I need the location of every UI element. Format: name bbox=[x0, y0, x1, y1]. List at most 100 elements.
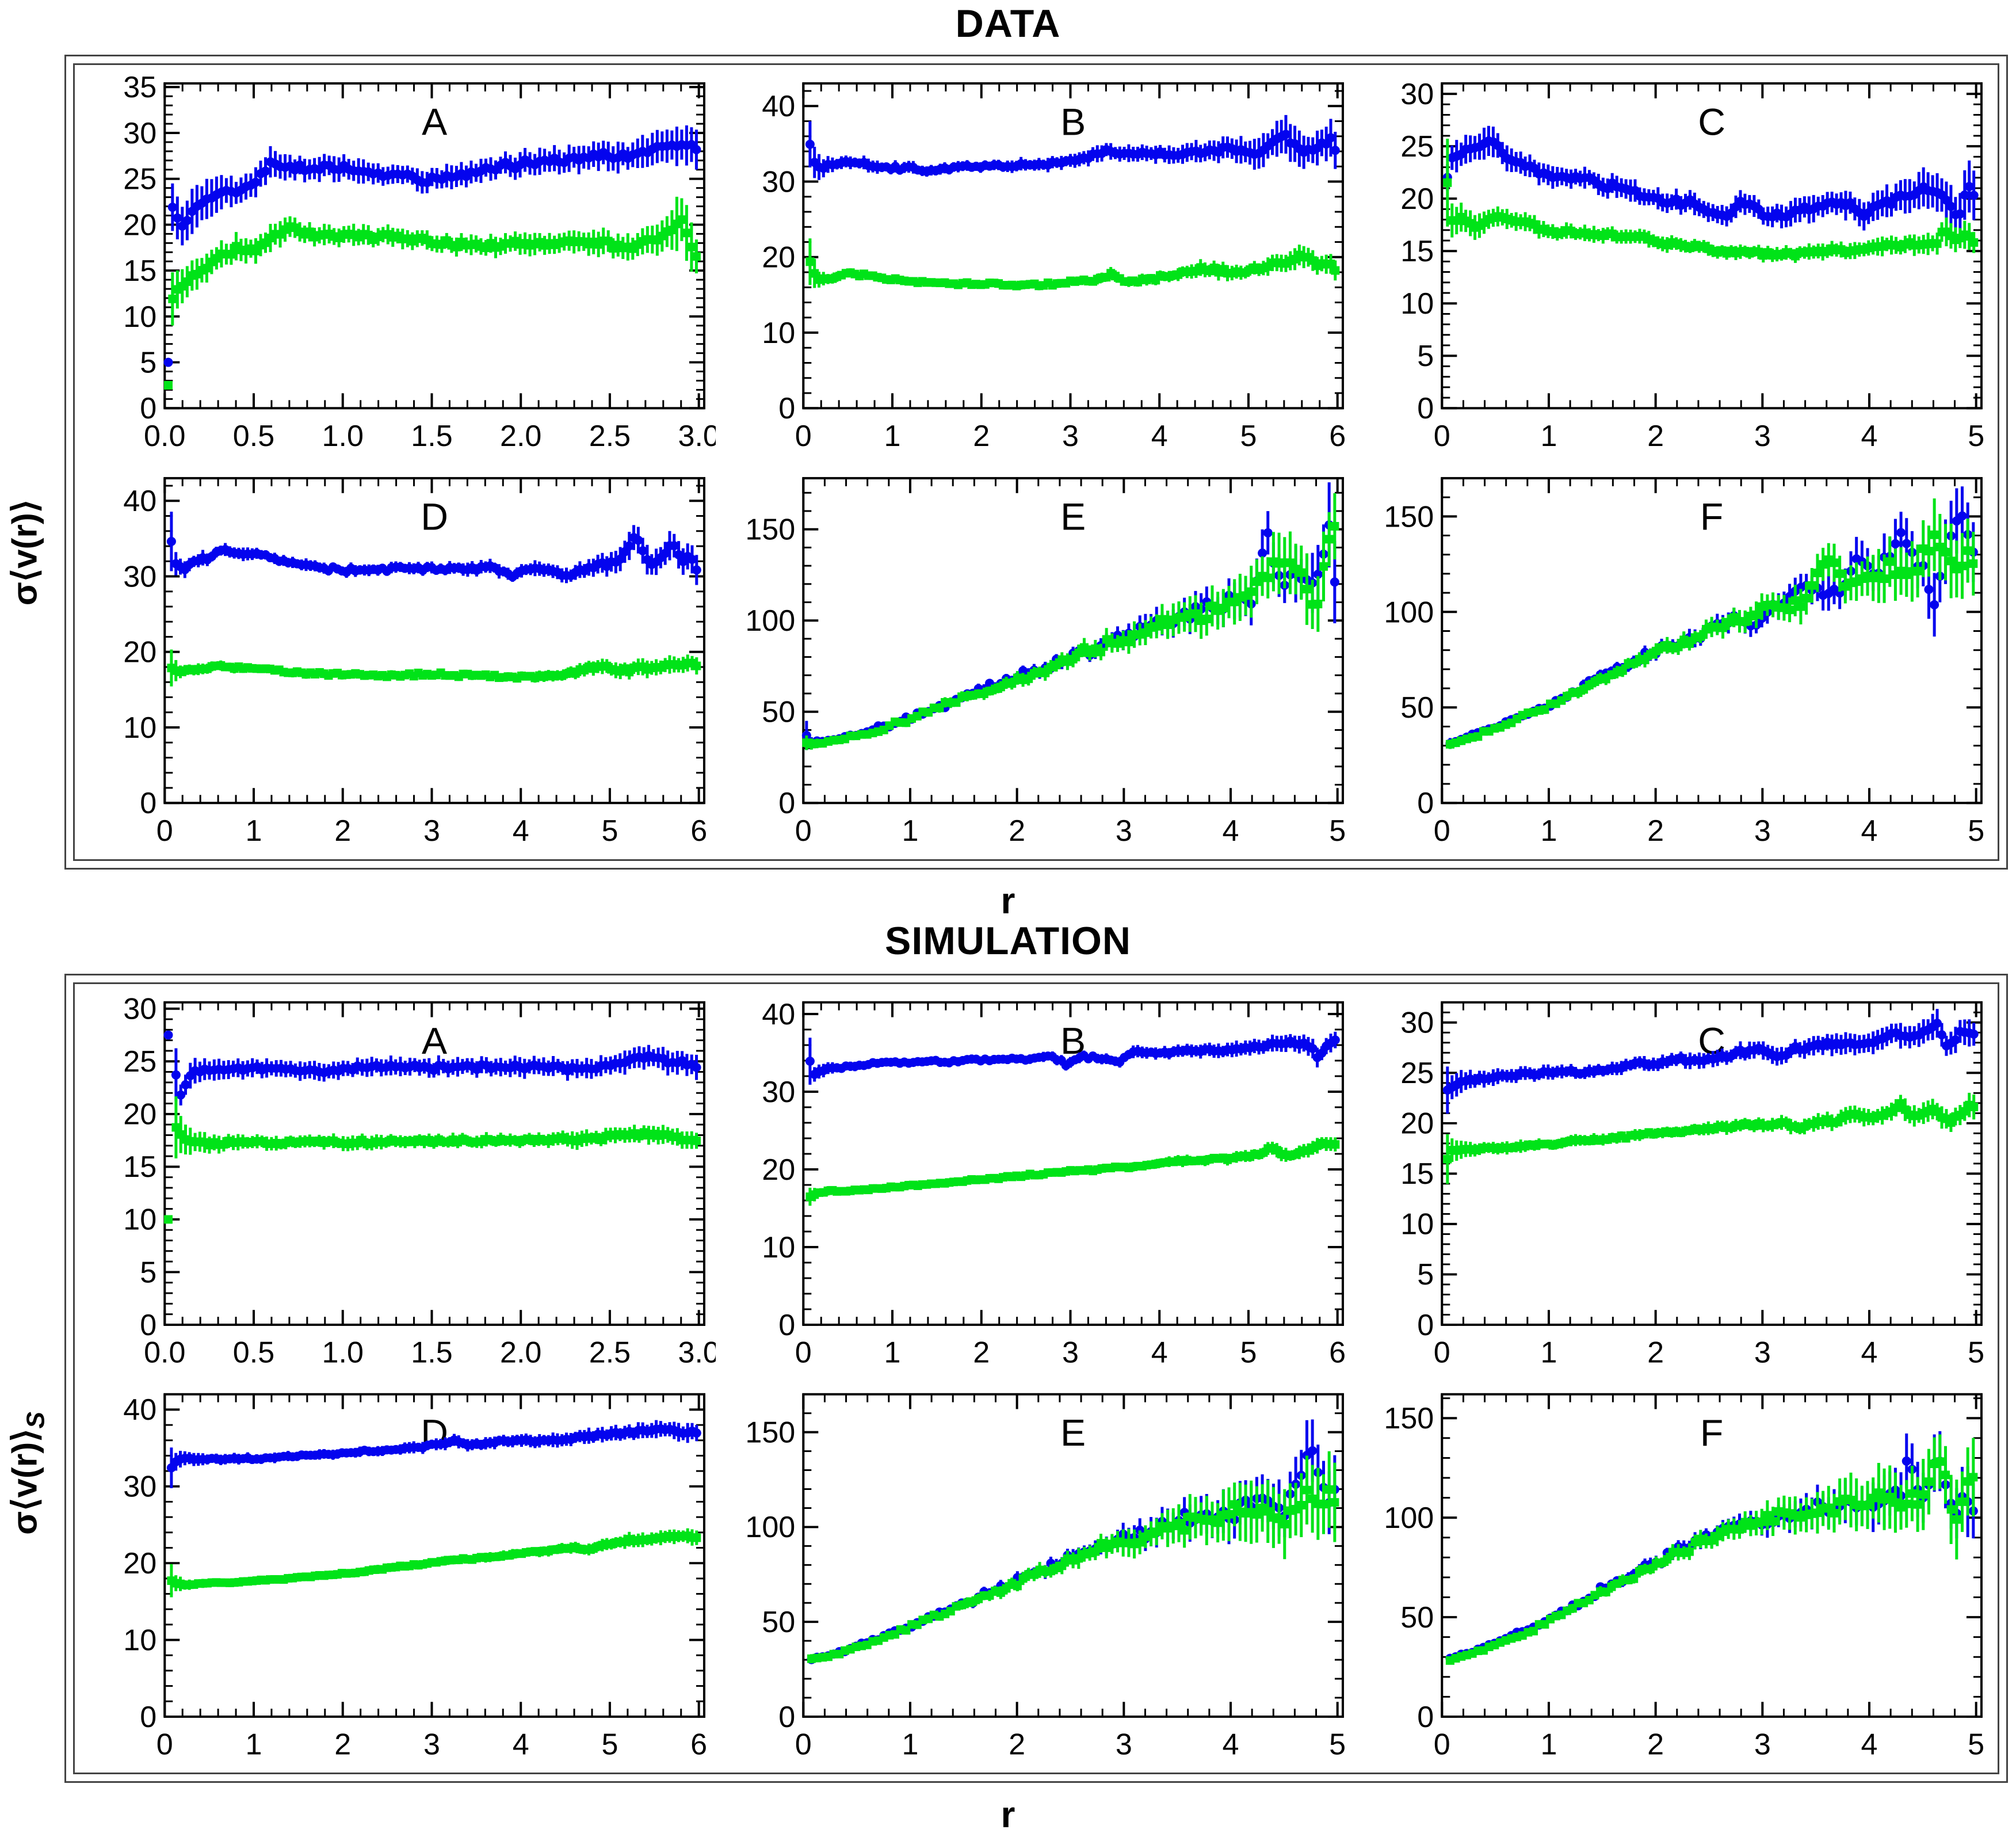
svg-text:10: 10 bbox=[1400, 1207, 1434, 1241]
svg-text:C: C bbox=[1698, 101, 1725, 143]
svg-text:0: 0 bbox=[778, 392, 795, 425]
svg-text:6: 6 bbox=[690, 814, 707, 848]
svg-text:0: 0 bbox=[795, 814, 812, 848]
svg-text:10: 10 bbox=[762, 317, 795, 350]
svg-text:1: 1 bbox=[884, 1336, 901, 1369]
x-axis-label-data: r bbox=[1001, 880, 1015, 921]
svg-text:15: 15 bbox=[123, 254, 156, 288]
svg-text:0: 0 bbox=[156, 814, 173, 848]
svg-text:2: 2 bbox=[1647, 1336, 1664, 1369]
svg-text:40: 40 bbox=[762, 90, 795, 123]
svg-text:5: 5 bbox=[1417, 1258, 1434, 1291]
svg-text:0: 0 bbox=[795, 1336, 812, 1369]
svg-text:0: 0 bbox=[778, 787, 795, 820]
svg-text:5: 5 bbox=[140, 1256, 156, 1289]
svg-text:3.0: 3.0 bbox=[678, 1336, 716, 1369]
svg-text:30: 30 bbox=[123, 117, 156, 150]
svg-text:5: 5 bbox=[1417, 340, 1434, 373]
svg-text:3: 3 bbox=[1754, 814, 1771, 848]
svg-text:4: 4 bbox=[1861, 814, 1878, 848]
x-axis-label-simulation: r bbox=[1001, 1794, 1015, 1835]
section-title-simulation: SIMULATION bbox=[884, 919, 1132, 963]
svg-text:15: 15 bbox=[1400, 235, 1434, 268]
svg-text:0: 0 bbox=[1434, 814, 1450, 848]
svg-text:F: F bbox=[1700, 495, 1723, 538]
svg-text:5: 5 bbox=[1968, 814, 1984, 848]
svg-text:20: 20 bbox=[123, 636, 156, 669]
svg-text:25: 25 bbox=[123, 1045, 156, 1078]
svg-text:1.5: 1.5 bbox=[411, 420, 452, 453]
panel-data-b: 0 1 2 3 4 5 6 0 10 20 30 40 B bbox=[762, 82, 1346, 453]
svg-text:30: 30 bbox=[762, 166, 795, 199]
svg-text:0: 0 bbox=[1434, 420, 1450, 453]
panel-sim-a: 0.0 0.5 1.0 1.5 2.0 2.5 3.0 0 5 10 15 20 25 30 A bbox=[123, 992, 716, 1369]
svg-text:30: 30 bbox=[123, 561, 156, 594]
svg-text:30: 30 bbox=[1400, 1006, 1434, 1039]
svg-text:1: 1 bbox=[1540, 814, 1557, 848]
svg-text:5: 5 bbox=[1968, 1336, 1984, 1369]
svg-text:1: 1 bbox=[1540, 420, 1557, 453]
svg-text:5: 5 bbox=[1968, 420, 1984, 453]
svg-text:100: 100 bbox=[1384, 596, 1434, 629]
svg-text:100: 100 bbox=[745, 604, 795, 638]
svg-text:E: E bbox=[1060, 495, 1086, 538]
svg-text:5: 5 bbox=[601, 814, 618, 848]
svg-text:25: 25 bbox=[1400, 1056, 1434, 1089]
svg-text:10: 10 bbox=[123, 1203, 156, 1236]
svg-text:3: 3 bbox=[1116, 814, 1132, 848]
svg-text:15: 15 bbox=[1400, 1157, 1434, 1190]
svg-text:4: 4 bbox=[1223, 814, 1239, 848]
y-axis-label-simulation-subscript: S bbox=[21, 1412, 50, 1429]
section-title-data: DATA bbox=[955, 2, 1061, 45]
svg-text:40: 40 bbox=[123, 485, 156, 518]
svg-text:1.0: 1.0 bbox=[322, 1336, 364, 1369]
svg-text:3: 3 bbox=[1754, 1336, 1771, 1369]
svg-text:0: 0 bbox=[778, 1308, 795, 1341]
svg-text:150: 150 bbox=[745, 513, 795, 547]
svg-text:1: 1 bbox=[902, 814, 918, 848]
svg-text:0: 0 bbox=[1434, 1336, 1450, 1369]
svg-text:30: 30 bbox=[1400, 78, 1434, 111]
svg-text:20: 20 bbox=[123, 1097, 156, 1131]
svg-text:10: 10 bbox=[123, 300, 156, 334]
panel-data-d: 0 1 2 3 4 5 6 0 10 20 30 40 D bbox=[123, 477, 707, 848]
svg-text:3: 3 bbox=[1062, 1336, 1079, 1369]
svg-text:0: 0 bbox=[1417, 787, 1434, 820]
svg-text:0: 0 bbox=[795, 420, 812, 453]
svg-text:35: 35 bbox=[123, 71, 156, 104]
svg-text:2.0: 2.0 bbox=[500, 1336, 541, 1369]
svg-text:20: 20 bbox=[762, 241, 795, 275]
svg-text:0: 0 bbox=[1417, 392, 1434, 425]
svg-text:50: 50 bbox=[762, 696, 795, 729]
svg-text:3: 3 bbox=[423, 814, 440, 848]
svg-text:4: 4 bbox=[513, 814, 529, 848]
y-axis-label-data-text: σ⟨v(r)⟩ bbox=[5, 499, 44, 606]
svg-text:3.0: 3.0 bbox=[678, 420, 716, 453]
svg-text:0: 0 bbox=[140, 787, 156, 820]
svg-text:20: 20 bbox=[123, 208, 156, 242]
svg-text:2: 2 bbox=[1647, 420, 1664, 453]
svg-text:1.5: 1.5 bbox=[411, 1336, 452, 1369]
svg-text:2: 2 bbox=[1009, 814, 1025, 848]
svg-text:0.5: 0.5 bbox=[233, 420, 274, 453]
svg-text:4: 4 bbox=[1151, 1336, 1168, 1369]
svg-text:50: 50 bbox=[1400, 691, 1434, 725]
svg-text:2.0: 2.0 bbox=[500, 420, 541, 453]
svg-text:2.5: 2.5 bbox=[589, 420, 631, 453]
panel-data-a: 0.0 0.5 1.0 1.5 2.0 2.5 3.0 0 5 10 15 20 25 30 35 A bbox=[123, 71, 716, 453]
svg-text:D: D bbox=[421, 495, 448, 538]
svg-text:30: 30 bbox=[762, 1075, 795, 1108]
svg-text:1: 1 bbox=[246, 814, 262, 848]
svg-text:4: 4 bbox=[1151, 420, 1168, 453]
svg-text:10: 10 bbox=[762, 1230, 795, 1264]
svg-text:10: 10 bbox=[1400, 287, 1434, 321]
svg-text:A: A bbox=[422, 1020, 447, 1062]
svg-text:B: B bbox=[1060, 101, 1086, 143]
svg-text:A: A bbox=[422, 101, 447, 143]
svg-text:2: 2 bbox=[1647, 814, 1664, 848]
y-axis-label-simulation-text: σ⟨v(r)⟩ bbox=[5, 1428, 44, 1535]
